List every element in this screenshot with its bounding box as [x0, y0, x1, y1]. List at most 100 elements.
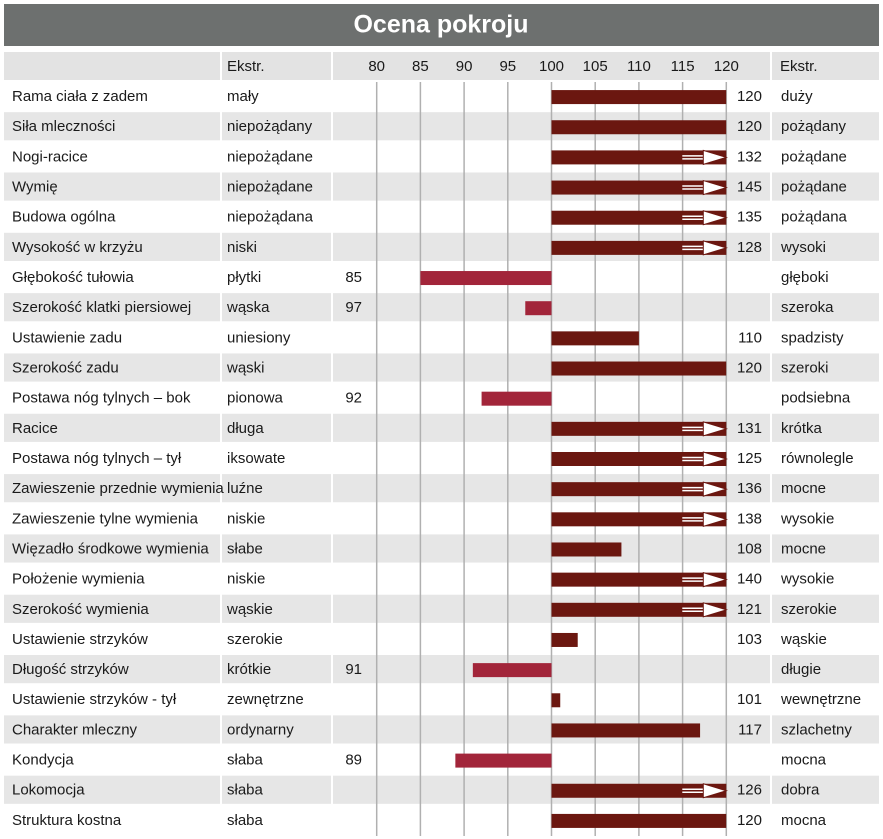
value-label: 128 — [737, 239, 762, 256]
left-extreme-label: wąski — [226, 359, 265, 376]
left-extreme-label: słabe — [227, 540, 263, 557]
row-background — [4, 353, 220, 382]
value-label: 136 — [737, 480, 762, 497]
category-label: Długość strzyków — [12, 661, 129, 678]
category-label: Rama ciała z zadem — [12, 88, 148, 105]
row-background — [222, 655, 331, 684]
value-label: 120 — [737, 359, 762, 376]
left-extreme-label: szerokie — [227, 631, 283, 648]
left-extreme-label: niepożądana — [227, 209, 314, 226]
right-extreme-label: wysokie — [780, 571, 834, 588]
x-tick-label: 120 — [714, 58, 739, 75]
bar — [551, 210, 727, 225]
left-extreme-label: długa — [227, 420, 264, 437]
row-background — [772, 504, 879, 533]
left-extreme-label: mały — [227, 88, 259, 105]
row-background — [772, 745, 879, 774]
row-background — [4, 142, 220, 171]
left-extreme-label: uniesiony — [227, 329, 291, 346]
row-background — [772, 323, 879, 352]
row-background — [222, 353, 331, 382]
row-background — [222, 474, 331, 503]
value-label: 117 — [738, 721, 762, 738]
chart-title: Ocena pokroju — [353, 11, 528, 39]
row-background — [4, 594, 220, 623]
category-label: Wymię — [12, 179, 58, 196]
left-extreme-label: ordynarny — [227, 721, 294, 738]
row-background — [772, 443, 879, 473]
row-background — [772, 112, 879, 141]
value-label: 120 — [737, 812, 762, 829]
row-background — [772, 775, 879, 804]
left-extreme-label: słaba — [227, 782, 264, 799]
row-background — [772, 624, 879, 654]
row-background — [4, 564, 220, 593]
bar — [551, 632, 578, 647]
row-background — [772, 685, 879, 714]
row-background — [4, 624, 220, 654]
row-background — [4, 685, 220, 714]
value-label: 125 — [737, 450, 762, 467]
x-tick-label: 85 — [412, 58, 429, 75]
right-extreme-label: równolegle — [781, 450, 854, 467]
x-tick-label: 105 — [583, 58, 608, 75]
row-background — [4, 82, 220, 111]
category-label: Położenie wymienia — [12, 571, 145, 588]
row-background — [222, 82, 331, 111]
row-background — [222, 142, 331, 171]
row-background — [772, 715, 879, 744]
right-extreme-label: pożądane — [781, 148, 847, 165]
right-extreme-label: dobra — [781, 782, 820, 799]
row-background — [4, 262, 220, 292]
bar — [551, 421, 727, 436]
x-tick-label: 80 — [368, 58, 385, 75]
left-extreme-label: niepożądane — [227, 179, 313, 196]
bar — [551, 512, 727, 527]
row-background — [4, 474, 220, 503]
row-background — [222, 293, 331, 322]
row-background — [222, 564, 331, 593]
left-header: Ekstr. — [227, 58, 265, 75]
left-extreme-label: wąskie — [226, 601, 273, 618]
overflow-arrow-head — [702, 481, 729, 497]
row-background — [4, 323, 220, 352]
row-background — [772, 413, 879, 442]
category-label: Ustawienie strzyków — [12, 631, 148, 648]
bar — [525, 301, 552, 316]
bar — [551, 723, 701, 738]
row-background — [772, 262, 879, 292]
row-background — [772, 172, 879, 201]
title-bar — [4, 4, 879, 46]
bar — [551, 180, 727, 195]
bar — [481, 391, 552, 406]
value-label: 121 — [737, 601, 762, 618]
row-background — [772, 474, 879, 503]
value-label: 140 — [737, 571, 762, 588]
row-background — [4, 172, 220, 201]
row-background — [772, 383, 879, 412]
category-label: Ustawienie strzyków - tył — [12, 691, 177, 708]
x-tick-label: 95 — [499, 58, 516, 75]
category-label: Kondycja — [12, 752, 74, 769]
value-label: 108 — [737, 540, 762, 557]
left-extreme-label: niskie — [227, 571, 265, 588]
category-label: Wysokość w krzyżu — [12, 239, 143, 256]
value-label: 126 — [737, 782, 762, 799]
row-background — [772, 202, 879, 231]
left-extreme-label: niski — [227, 239, 257, 256]
value-label: 92 — [345, 390, 362, 407]
category-label: Lokomocja — [12, 782, 85, 799]
category-label: Charakter mleczny — [12, 721, 138, 738]
row-background — [222, 172, 331, 201]
row-background — [4, 534, 220, 563]
row-background — [222, 413, 331, 442]
bar — [455, 753, 552, 768]
overflow-arrow-head — [702, 421, 729, 437]
bar — [420, 271, 552, 286]
row-background — [222, 534, 331, 563]
row-background — [222, 232, 331, 261]
right-extreme-label: szerokie — [781, 601, 837, 618]
right-extreme-label: podsiebna — [781, 390, 851, 407]
bar — [551, 602, 727, 617]
row-background — [222, 383, 331, 412]
